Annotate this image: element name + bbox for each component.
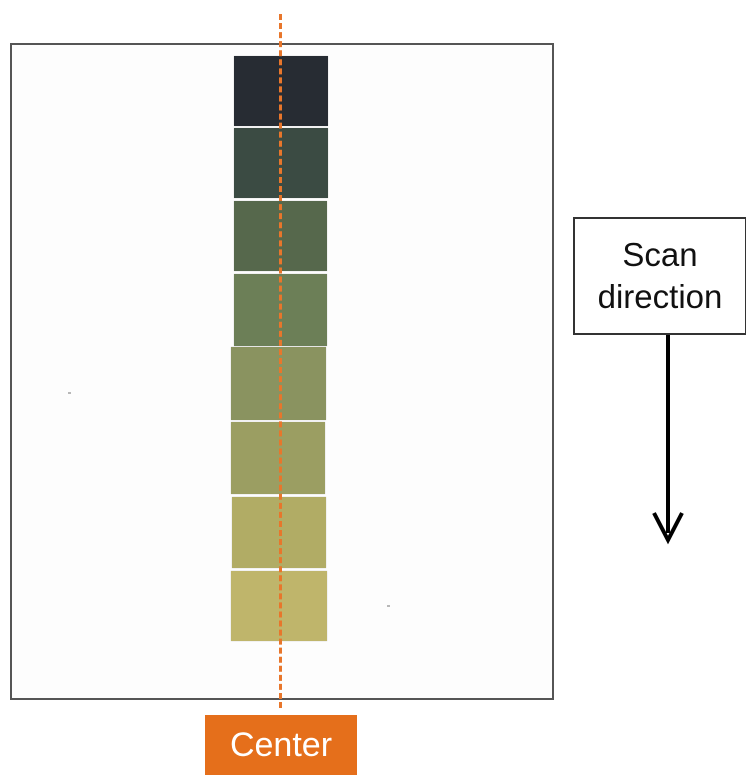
color-swatch (231, 347, 326, 420)
scan-direction-line1: Scan (622, 236, 698, 273)
dust-speck (387, 605, 390, 607)
center-line (279, 14, 282, 708)
dust-speck (68, 392, 71, 394)
color-swatch (231, 422, 325, 494)
scan-direction-box: Scan direction (573, 217, 746, 335)
center-label: Center (205, 715, 357, 775)
scan-direction-line2: direction (597, 278, 723, 315)
down-arrow-icon (652, 335, 684, 545)
